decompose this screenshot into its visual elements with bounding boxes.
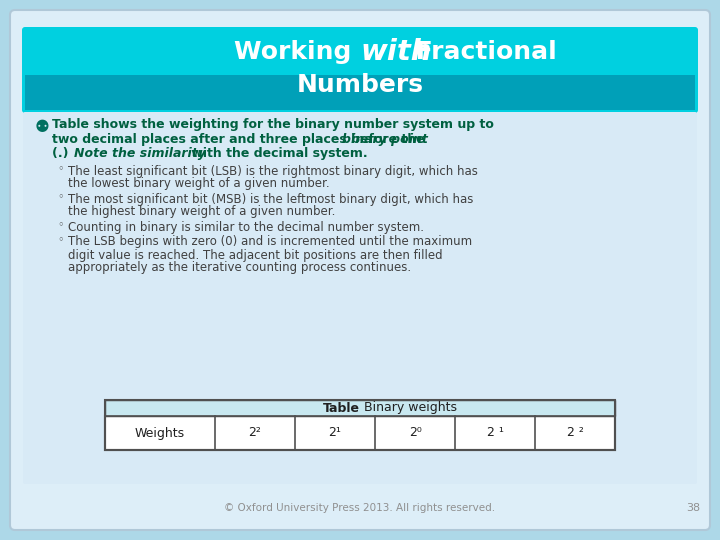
Bar — [25, 75, 695, 110]
Text: 2⁰: 2⁰ — [409, 427, 421, 440]
Text: Table shows the weighting for the binary number system up to: Table shows the weighting for the binary… — [52, 118, 494, 131]
Text: Counting in binary is similar to the decimal number system.: Counting in binary is similar to the dec… — [68, 220, 424, 233]
Text: with the decimal system.: with the decimal system. — [187, 147, 368, 160]
Text: 2 ¹: 2 ¹ — [487, 427, 503, 440]
Text: Numbers: Numbers — [297, 73, 423, 97]
Text: ◦: ◦ — [57, 192, 63, 202]
Text: Table: Table — [323, 402, 360, 415]
Text: binary point: binary point — [342, 132, 428, 145]
Text: © Oxford University Press 2013. All rights reserved.: © Oxford University Press 2013. All righ… — [225, 503, 495, 513]
FancyBboxPatch shape — [22, 27, 698, 113]
Text: The most significant bit (MSB) is the leftmost binary digit, which has: The most significant bit (MSB) is the le… — [68, 192, 473, 206]
Text: the highest binary weight of a given number.: the highest binary weight of a given num… — [68, 206, 336, 219]
Text: Working: Working — [234, 40, 360, 64]
Text: Note the similarity: Note the similarity — [74, 147, 206, 160]
Text: 38: 38 — [686, 503, 700, 513]
Text: 2 ²: 2 ² — [567, 427, 583, 440]
Text: Binary weights: Binary weights — [360, 402, 457, 415]
Bar — [105, 400, 615, 416]
Text: ◦: ◦ — [57, 220, 63, 231]
Text: with: with — [360, 38, 431, 66]
Text: two decimal places after and three places before the: two decimal places after and three place… — [52, 132, 429, 145]
Text: digit value is reached. The adjacent bit positions are then filled: digit value is reached. The adjacent bit… — [68, 248, 443, 261]
Bar — [105, 400, 615, 450]
FancyBboxPatch shape — [10, 10, 710, 530]
Text: The least significant bit (LSB) is the rightmost binary digit, which has: The least significant bit (LSB) is the r… — [68, 165, 478, 178]
Text: the lowest binary weight of a given number.: the lowest binary weight of a given numb… — [68, 178, 330, 191]
Text: 2¹: 2¹ — [328, 427, 341, 440]
Text: (.): (.) — [52, 147, 73, 160]
Bar — [105, 416, 615, 450]
Text: Table: Table — [313, 402, 350, 415]
Text: Weights: Weights — [135, 427, 185, 440]
Text: ⚉: ⚉ — [35, 118, 50, 136]
Text: 2²: 2² — [248, 427, 261, 440]
Text: ◦: ◦ — [57, 165, 63, 174]
Text: ◦: ◦ — [57, 235, 63, 246]
FancyBboxPatch shape — [23, 112, 697, 484]
Text: Binary weights: Binary weights — [350, 402, 447, 415]
Text: Fractional: Fractional — [407, 40, 557, 64]
Text: The LSB begins with zero (0) and is incremented until the maximum: The LSB begins with zero (0) and is incr… — [68, 235, 472, 248]
Text: appropriately as the iterative counting process continues.: appropriately as the iterative counting … — [68, 261, 411, 274]
